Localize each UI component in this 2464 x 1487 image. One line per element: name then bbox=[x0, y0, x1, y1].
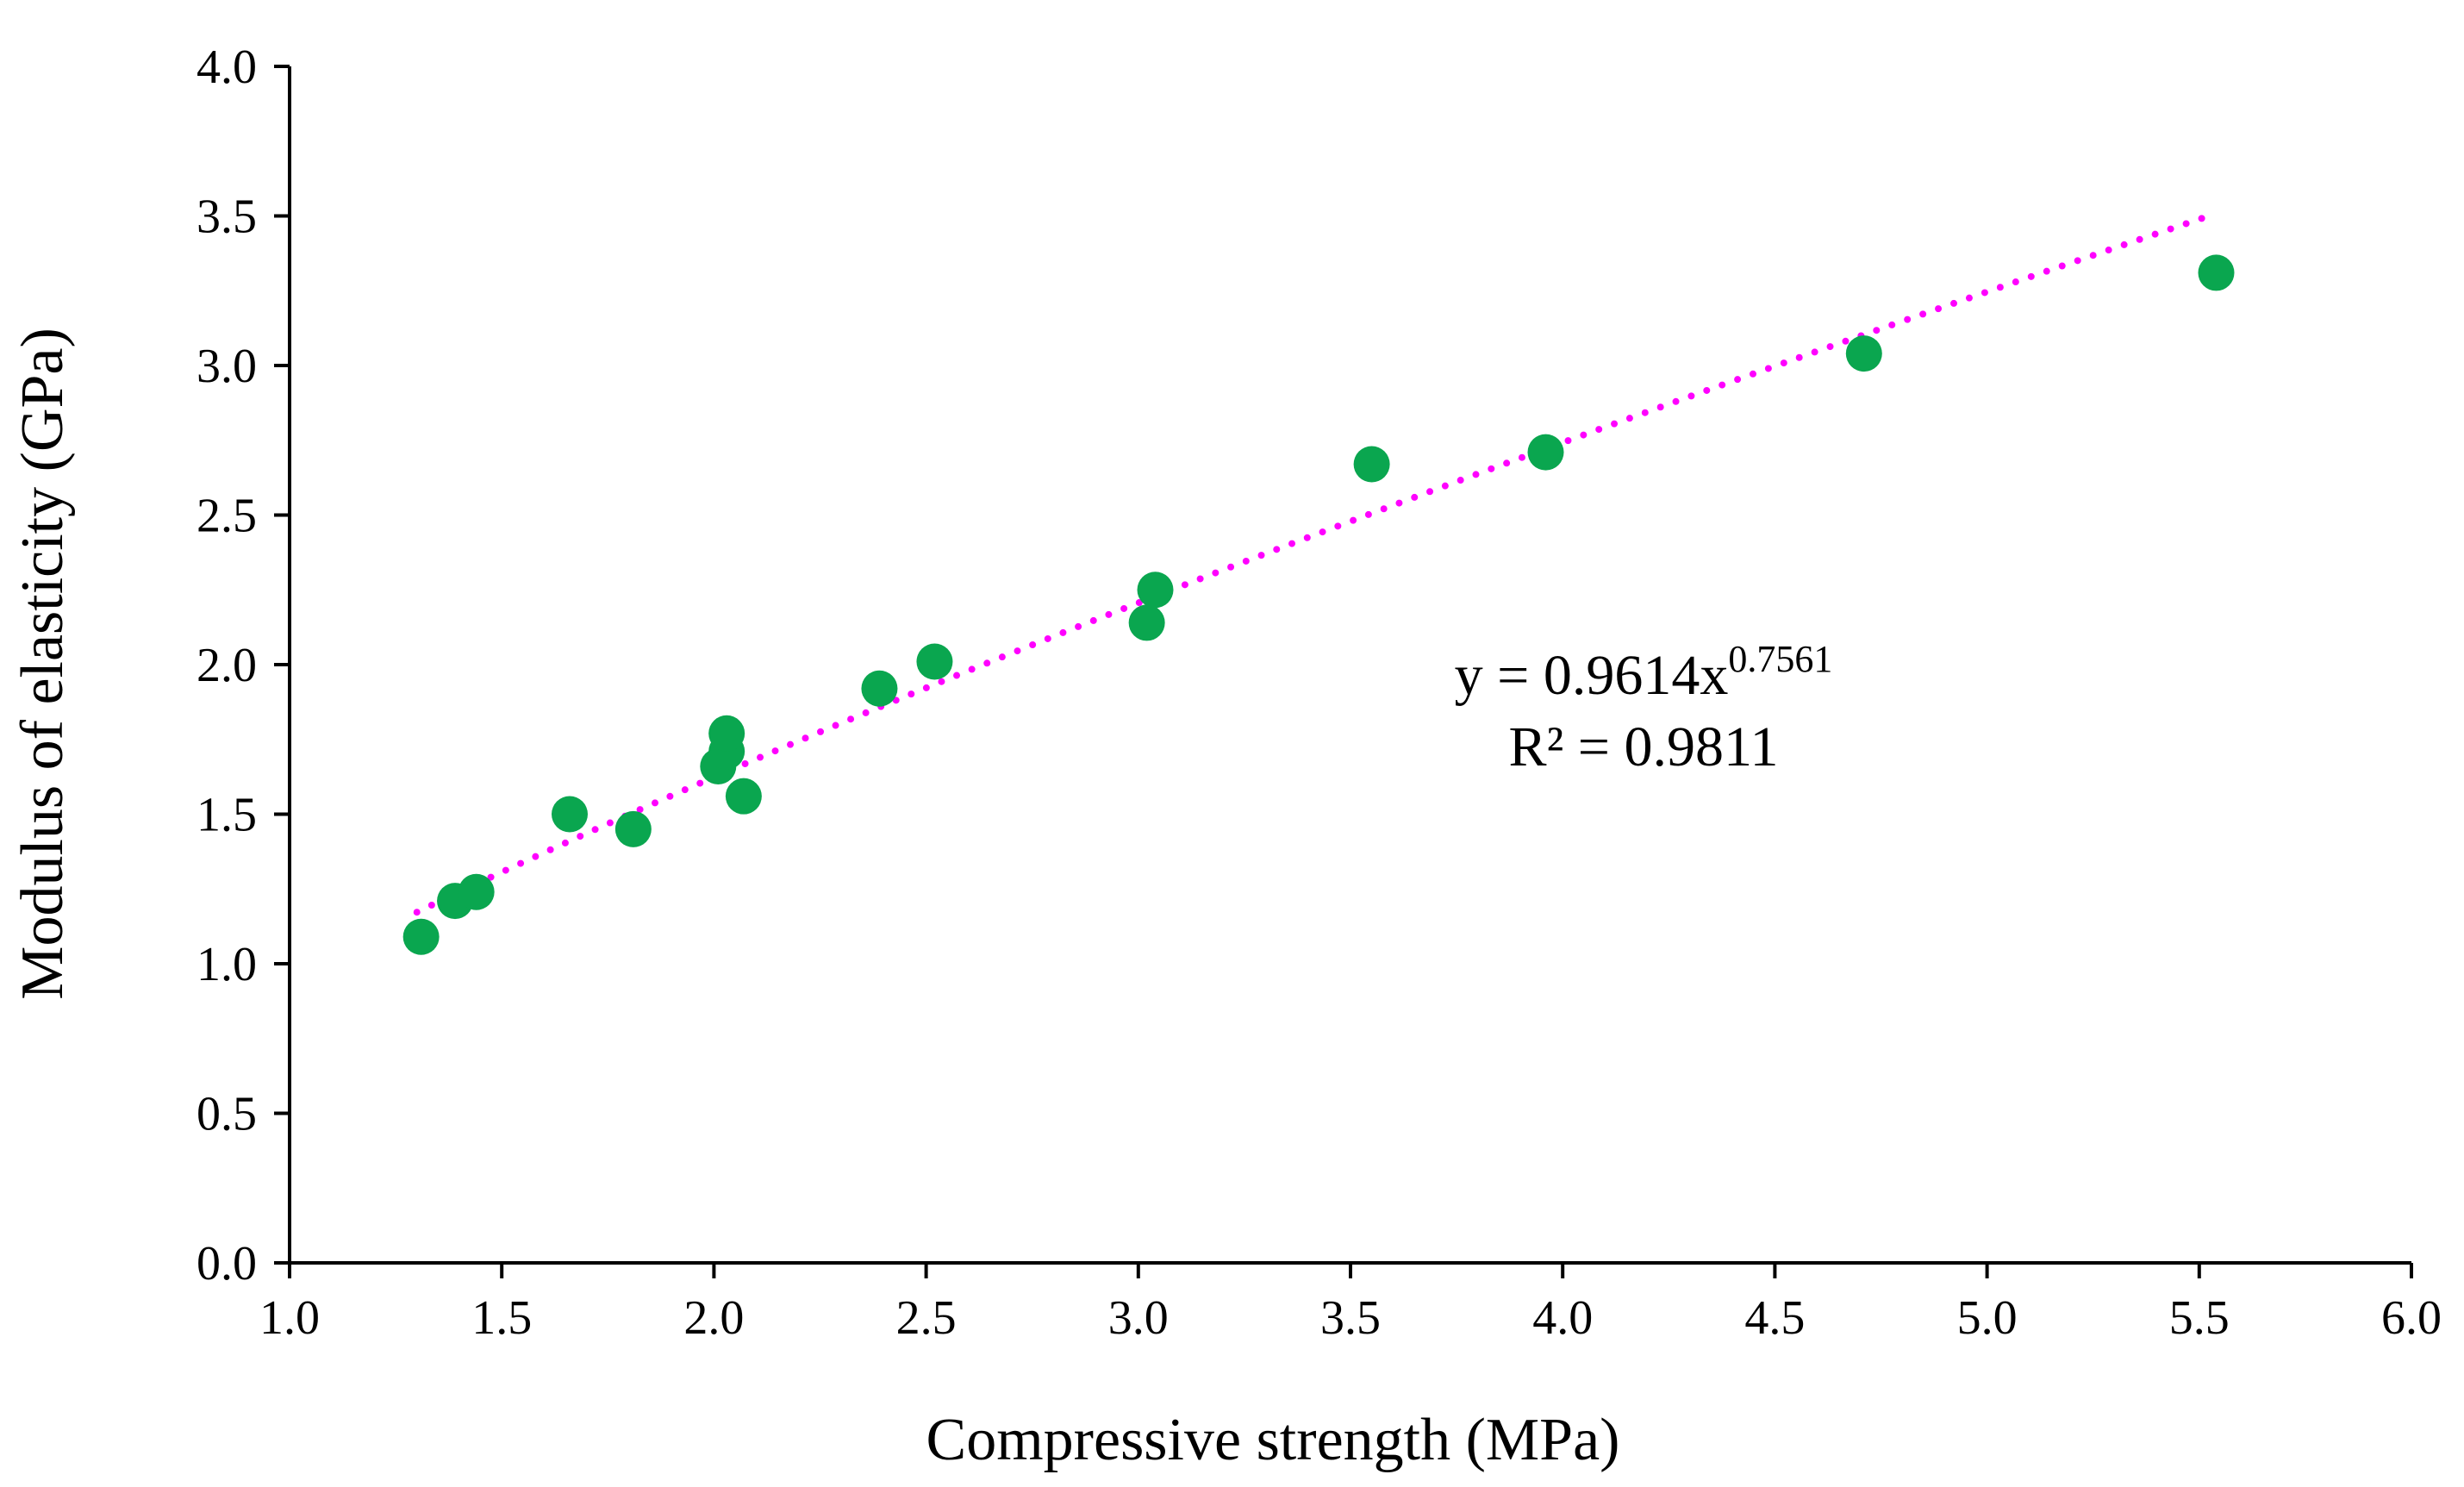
y-tick-label: 2.5 bbox=[196, 490, 257, 543]
data-point bbox=[1527, 434, 1564, 471]
data-point bbox=[1845, 335, 1882, 372]
y-tick-label: 2.0 bbox=[196, 639, 257, 692]
x-tick-label: 4.0 bbox=[1532, 1291, 1593, 1345]
data-point bbox=[1128, 604, 1165, 641]
x-tick-label: 4.5 bbox=[1744, 1291, 1805, 1345]
data-point bbox=[708, 715, 745, 752]
y-tick-label: 3.5 bbox=[196, 191, 257, 244]
x-tick-label: 5.5 bbox=[2169, 1291, 2230, 1345]
data-points bbox=[402, 254, 2235, 955]
r-squared-label: R² = 0.9811 bbox=[1508, 715, 1778, 778]
data-point bbox=[402, 918, 440, 955]
equation-prefix: y = 0.9614x bbox=[1455, 644, 1729, 707]
trendline-equation: y = 0.9614x0.7561 bbox=[1455, 638, 1833, 707]
data-point bbox=[458, 873, 495, 910]
y-tick-label: 0.0 bbox=[196, 1237, 257, 1290]
data-point bbox=[551, 796, 588, 833]
x-tick-label: 6.0 bbox=[2381, 1291, 2442, 1345]
y-tick-label: 1.5 bbox=[196, 789, 257, 842]
y-tick-label: 3.0 bbox=[196, 340, 257, 393]
x-tick-label: 5.0 bbox=[1957, 1291, 2018, 1345]
x-axis-title: Compressive strength (MPa) bbox=[926, 1407, 1620, 1473]
data-point bbox=[916, 643, 953, 680]
data-point bbox=[2198, 254, 2235, 291]
y-tick-label: 0.5 bbox=[196, 1088, 257, 1141]
y-tick-label: 4.0 bbox=[196, 41, 257, 94]
x-tick-label: 1.0 bbox=[259, 1291, 320, 1345]
data-point bbox=[861, 670, 898, 707]
x-tick-label: 1.5 bbox=[471, 1291, 532, 1345]
x-tick-label: 2.0 bbox=[683, 1291, 744, 1345]
power-trendline bbox=[413, 209, 2220, 916]
y-axis-title: Modulus of elasticity (GPa) bbox=[9, 328, 76, 1000]
y-axis-ticks: 0.0 0.5 1.0 1.5 2.0 2.5 3.0 3.5 4.0 bbox=[196, 41, 290, 1290]
x-axis-ticks: 1.0 1.5 2.0 2.5 3.0 3.5 4.0 4.5 5.0 5.5 6.0 bbox=[259, 1263, 2442, 1345]
equation-exponent: 0.7561 bbox=[1728, 638, 1832, 680]
data-point bbox=[1353, 446, 1390, 483]
data-point bbox=[614, 810, 652, 847]
x-tick-label: 2.5 bbox=[896, 1291, 957, 1345]
data-point bbox=[1137, 572, 1174, 609]
x-tick-label: 3.5 bbox=[1320, 1291, 1381, 1345]
y-tick-label: 1.0 bbox=[196, 938, 257, 991]
data-point bbox=[725, 778, 762, 815]
x-tick-label: 3.0 bbox=[1108, 1291, 1169, 1345]
